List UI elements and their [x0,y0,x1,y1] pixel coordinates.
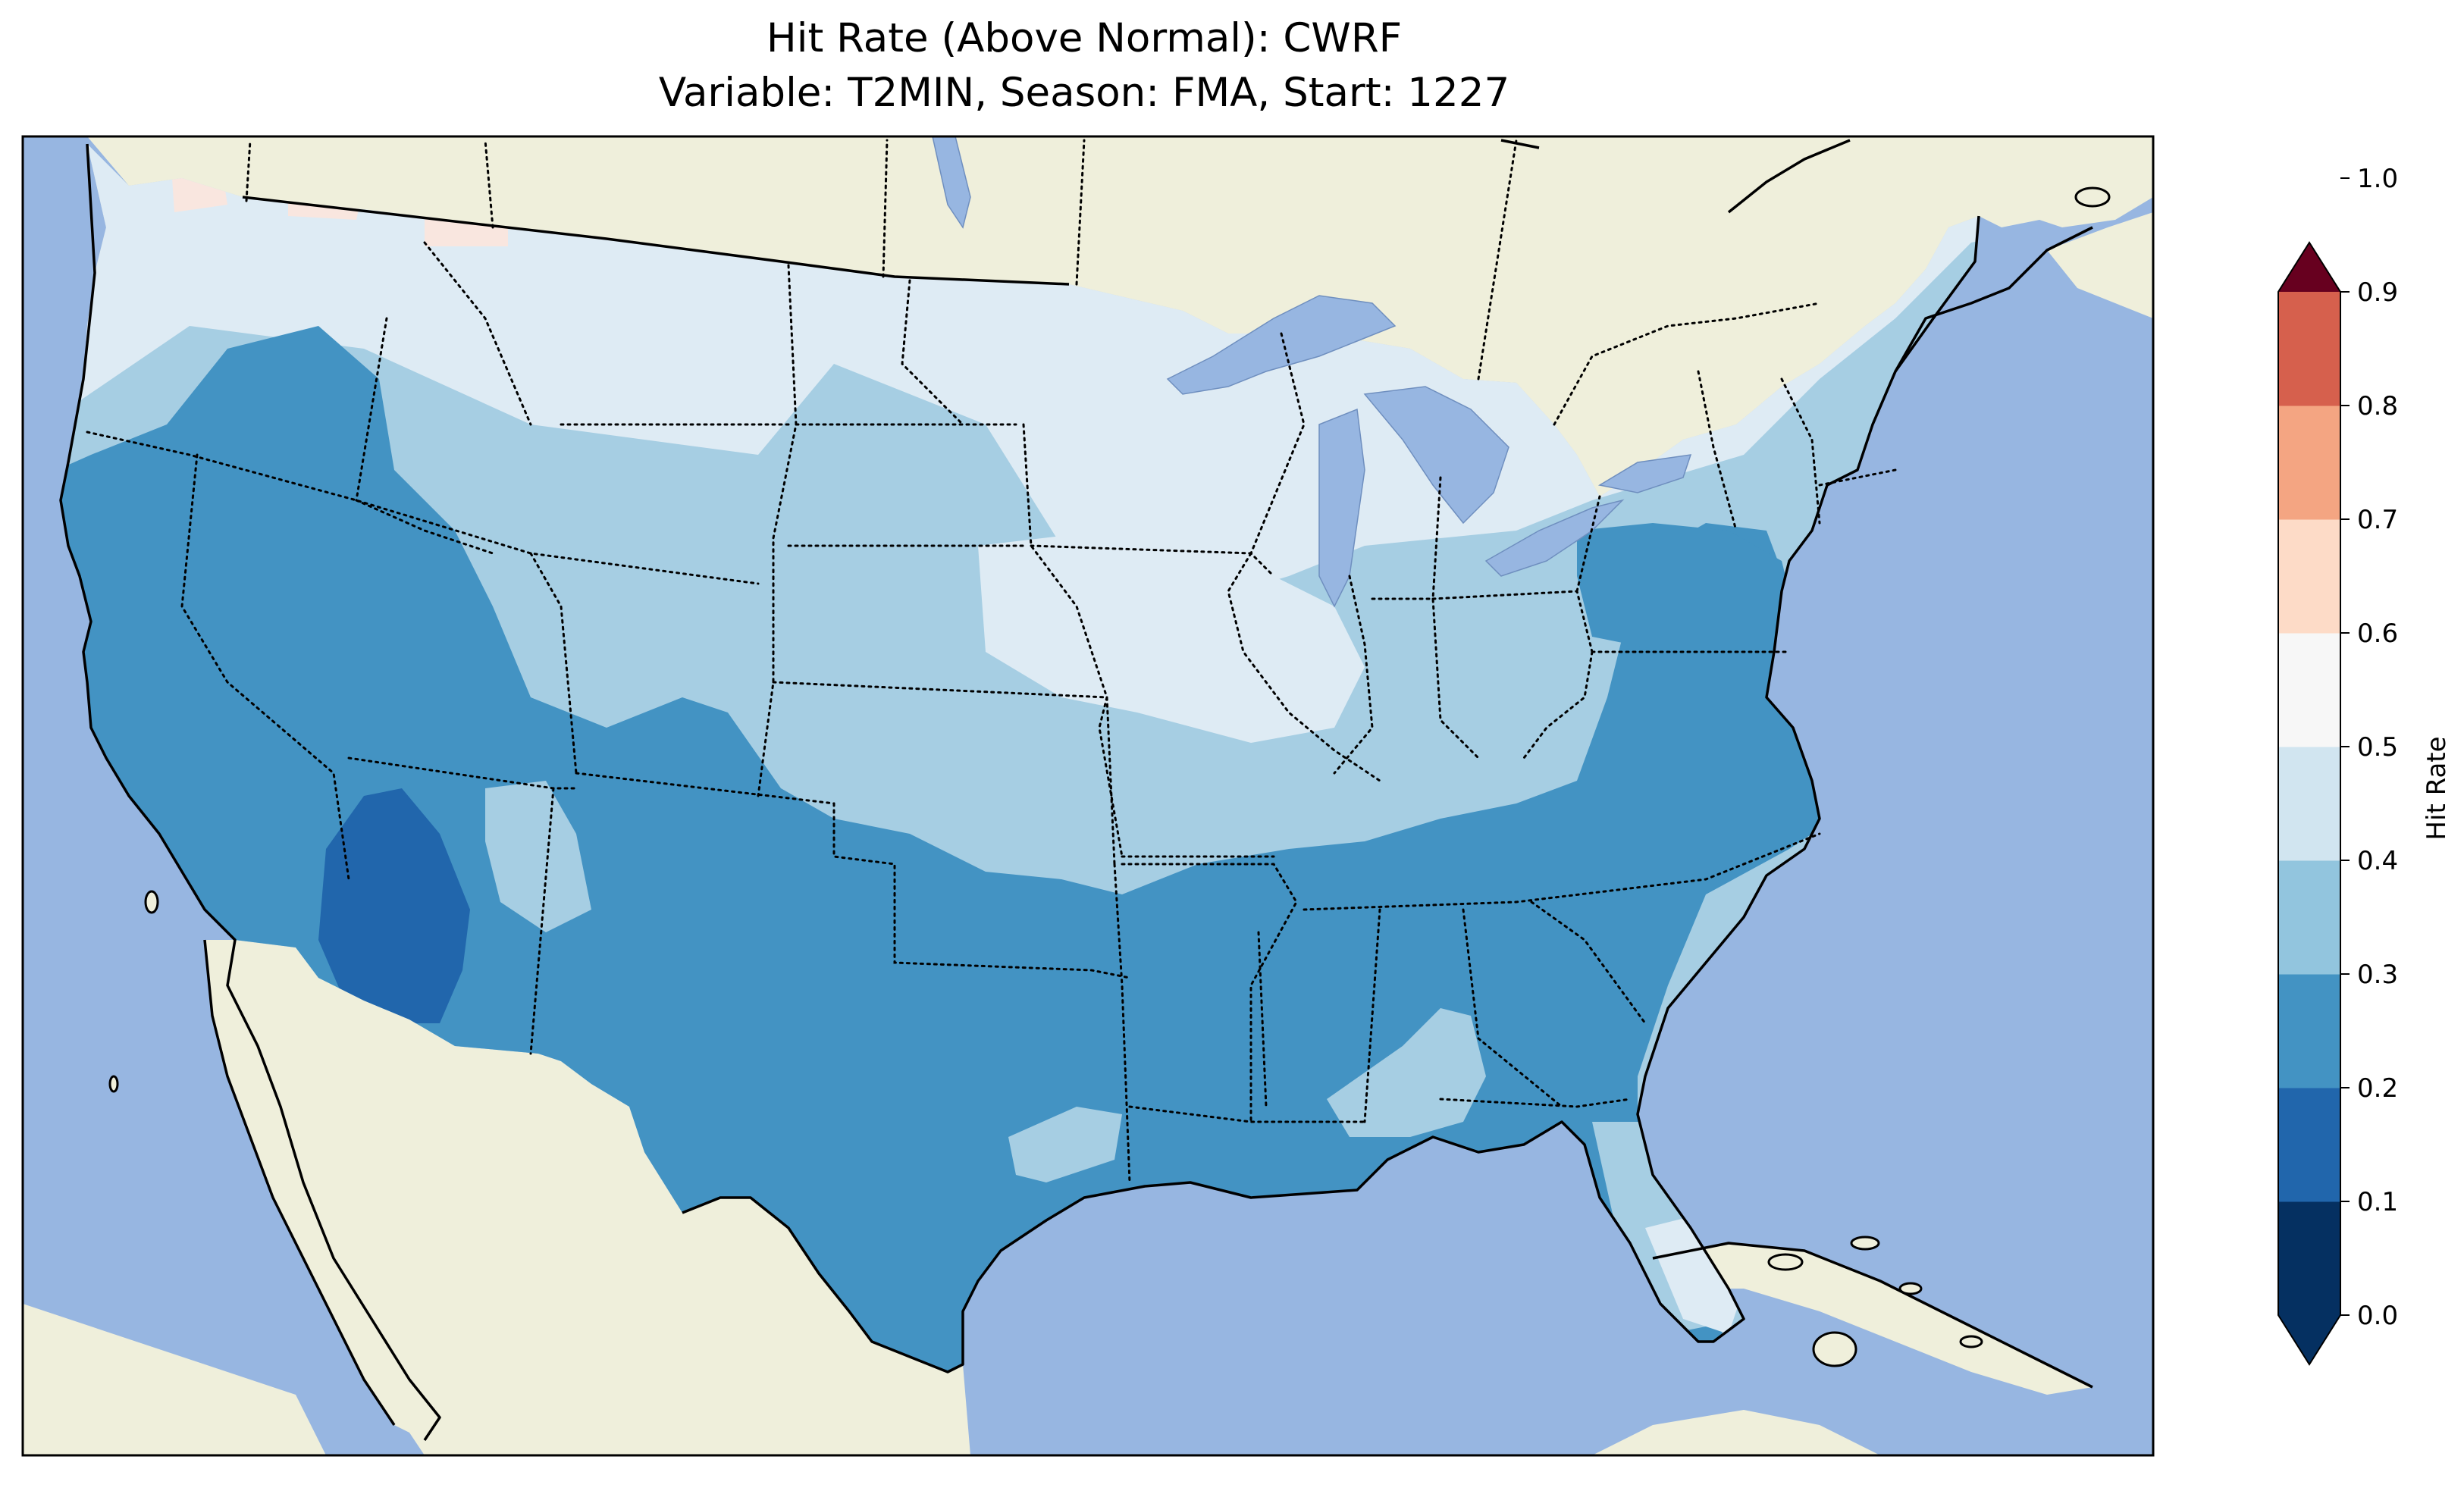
lake-erie [1484,499,1625,577]
state-borders [86,241,1897,1184]
region-gulfcoast-035 [1327,1008,1486,1137]
map-subtitle: Variable: T2MIN, Season: FMA, Start: 122… [658,70,1510,116]
coastlines [59,139,2093,1441]
land-baja [205,940,440,1440]
colorbar-segment [2278,974,2340,1088]
colorbar-segment [2278,1088,2340,1202]
map-title: Hit Rate (Above Normal): CWRF [766,15,1403,61]
land-cuba [1653,1243,2093,1395]
region-colorado-035 [485,781,591,932]
colorbar-segment [2278,292,2340,406]
colorbar-segment [2278,633,2340,747]
colorbar-ticks: 0.0 0.1 0.2 0.3 0.4 0.5 0.6 0.7 0.8 0.9 1.0 [2340,164,2398,1331]
province-borders [245,139,1821,426]
colorbar-label: Hit Rate [2422,736,2452,840]
colorbar-segment [2278,747,2340,861]
colorbar-segment [2278,860,2340,975]
map-frame [21,135,2155,1457]
colorbar-tick-label: 0.8 [2357,391,2398,421]
colorbar-extend-max [2278,243,2340,292]
region-southwest-015 [318,788,470,1023]
colorbar-tick-label: 0.9 [2357,277,2398,308]
colorbar-tick-label: 0.7 [2357,505,2398,535]
colorbar-segment [2278,1201,2340,1316]
colorbar-tick-label: 0.2 [2357,1073,2398,1104]
lake-huron [1363,386,1509,525]
land-canada [87,136,2153,496]
lake-ontario [1597,454,1692,493]
lake-superior [1166,295,1397,395]
colorbar-tick-label: 0.4 [2357,846,2398,876]
colorbar-tick-label: 0.5 [2357,732,2398,763]
lake-winnipeg [932,136,971,229]
region-midatlantic-025 [1577,523,1797,652]
region-midwest-045 [978,531,1365,743]
islands [108,186,2111,1367]
colorbar-segment [2278,519,2340,634]
land-maritimes [2047,212,2153,318]
colorbar-extend-min [2278,1315,2340,1364]
colorbar-tick-label: 0.3 [2357,960,2398,990]
colorbar-tick-label: 1.0 [2357,164,2398,194]
land-yucatan [1592,1410,1880,1455]
colorbar-segments [2277,241,2341,1366]
colorbar-tick-label: 0.6 [2357,619,2398,649]
colorbar-segment [2278,406,2340,520]
region-texas-035 [1008,1107,1122,1182]
colorbar-tick-label: 0.0 [2357,1301,2398,1331]
great-lakes [932,136,1692,608]
colorbar-tick-label: 0.1 [2357,1187,2398,1217]
map-basemap [23,136,2153,1455]
